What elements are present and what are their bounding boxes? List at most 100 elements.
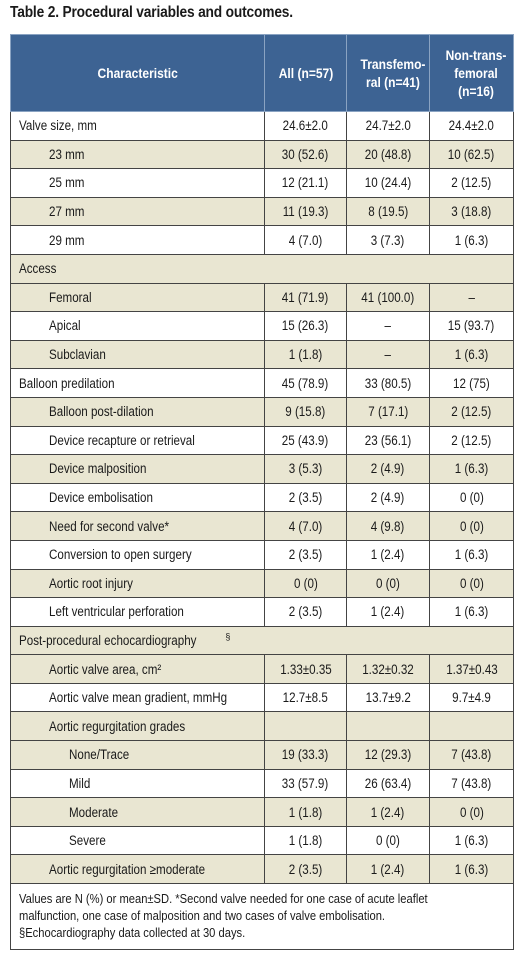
table-row: Aortic valve area, cm² 1.33±0.35 1.32±0.32… xyxy=(10,654,514,684)
header-all: All (n=57) xyxy=(264,34,347,112)
cell-transfemoral: 3 (7.3) xyxy=(346,225,430,255)
cell-all: 4 (7.0) xyxy=(264,511,347,541)
table-row: Conversion to open surgery 2 (3.5) 1 (2.4)… xyxy=(10,539,514,570)
cell-transfemoral: 0 (0) xyxy=(346,568,430,599)
cell-all: 3 (5.3) xyxy=(264,454,347,484)
cell-transfemoral: 7 (17.1) xyxy=(346,396,430,427)
cell-all: 45 (78.9) xyxy=(264,368,347,398)
cell-all: 2 (3.5) xyxy=(264,482,347,513)
row-label: Moderate xyxy=(10,797,265,827)
cell-all: 1 (1.8) xyxy=(264,339,347,370)
cell-non-transfemoral: 1 (6.3) xyxy=(429,854,514,885)
table-row: Balloon post-dilation 9 (15.8) 7 (17.1) 2 (… xyxy=(10,396,514,427)
table-row: 27 mm 11 (19.3) 8 (19.5) 3 (18.8) xyxy=(10,196,514,227)
cell-non-transfemoral: 1 (6.3) xyxy=(429,454,514,484)
cell-non-transfemoral: 3 (18.8) xyxy=(429,196,514,227)
cell-transfemoral: 23 (56.1) xyxy=(346,425,430,456)
row-label: Valve size, mm xyxy=(10,111,265,141)
cell-transfemoral: – xyxy=(346,311,430,341)
procedural-table: Characteristic All (n=57) Transfemo-ral … xyxy=(10,34,514,951)
cell-non-transfemoral: 0 (0) xyxy=(429,568,514,599)
table-row: 29 mm 4 (7.0) 3 (7.3) 1 (6.3) xyxy=(10,225,514,255)
cell-non-transfemoral: 24.4±2.0 xyxy=(429,111,514,141)
row-label: Post-procedural echocardiography § xyxy=(10,625,514,656)
table-row: Femoral 41 (71.9) 41 (100.0) – xyxy=(10,282,514,313)
cell-all: 12 (21.1) xyxy=(264,168,347,198)
table-row: 23 mm 30 (52.6) 20 (48.8) 10 (62.5) xyxy=(10,139,514,170)
cell-non-transfemoral xyxy=(429,711,514,742)
cell-non-transfemoral: 2 (12.5) xyxy=(429,168,514,198)
cell-non-transfemoral: 1 (6.3) xyxy=(429,539,514,570)
table-row: Need for second valve* 4 (7.0) 4 (9.8) 0 (0… xyxy=(10,511,514,541)
cell-transfemoral: 2 (4.9) xyxy=(346,482,430,513)
cell-all: 2 (3.5) xyxy=(264,539,347,570)
row-label: Aortic regurgitation ≥moderate xyxy=(10,854,265,885)
cell-non-transfemoral: 1 (6.3) xyxy=(429,597,514,627)
cell-non-transfemoral: 7 (43.8) xyxy=(429,768,514,799)
footnote-line: Values are N (%) or mean±SD. *Second val… xyxy=(19,891,428,907)
row-label: Conversion to open surgery xyxy=(10,539,265,570)
row-label: 27 mm xyxy=(10,196,265,227)
cell-transfemoral: 1.32±0.32 xyxy=(346,654,430,684)
cell-all: 1 (1.8) xyxy=(264,797,347,827)
cell-all: 2 (3.5) xyxy=(264,854,347,885)
table-row: Left ventricular perforation 2 (3.5) 1 (2.… xyxy=(10,597,514,627)
row-label: Device malposition xyxy=(10,454,265,484)
row-label: 23 mm xyxy=(10,139,265,170)
cell-non-transfemoral: 9.7±4.9 xyxy=(429,682,514,713)
row-label: Mild xyxy=(10,768,265,799)
row-label: Need for second valve* xyxy=(10,511,265,541)
cell-transfemoral: 41 (100.0) xyxy=(346,282,430,313)
cell-transfemoral: 4 (9.8) xyxy=(346,511,430,541)
table-row: Aortic root injury 0 (0) 0 (0) 0 (0) xyxy=(10,568,514,599)
cell-non-transfemoral: 2 (12.5) xyxy=(429,396,514,427)
cell-non-transfemoral: 10 (62.5) xyxy=(429,139,514,170)
table-row: Mild 33 (57.9) 26 (63.4) 7 (43.8) xyxy=(10,768,514,799)
cell-transfemoral: 0 (0) xyxy=(346,825,430,856)
cell-transfemoral: 8 (19.5) xyxy=(346,196,430,227)
cell-transfemoral: 1 (2.4) xyxy=(346,539,430,570)
cell-non-transfemoral: 15 (93.7) xyxy=(429,311,514,341)
table-row: Post-procedural echocardiography § xyxy=(10,625,514,656)
cell-all xyxy=(264,711,347,742)
row-label: Femoral xyxy=(10,282,265,313)
cell-all: 1 (1.8) xyxy=(264,825,347,856)
row-label: 29 mm xyxy=(10,225,265,255)
cell-non-transfemoral: 0 (0) xyxy=(429,797,514,827)
cell-non-transfemoral: 0 (0) xyxy=(429,482,514,513)
row-label: Device embolisation xyxy=(10,482,265,513)
cell-non-transfemoral: 0 (0) xyxy=(429,511,514,541)
cell-transfemoral: 24.7±2.0 xyxy=(346,111,430,141)
row-label: 25 mm xyxy=(10,168,265,198)
cell-non-transfemoral: 1 (6.3) xyxy=(429,825,514,856)
cell-all: 41 (71.9) xyxy=(264,282,347,313)
row-label: Access xyxy=(10,253,514,284)
row-label: Device recapture or retrieval xyxy=(10,425,265,456)
cell-all: 4 (7.0) xyxy=(264,225,347,255)
footnote-line: §Echocardiography data collected at 30 d… xyxy=(19,925,246,941)
cell-transfemoral: – xyxy=(346,339,430,370)
table-row: None/Trace 19 (33.3) 12 (29.3) 7 (43.8) xyxy=(10,740,514,770)
table-row: Apical 15 (26.3) –15 (93.7) xyxy=(10,311,514,341)
header-characteristic: Characteristic xyxy=(10,34,265,112)
cell-transfemoral: 33 (80.5) xyxy=(346,368,430,398)
row-label: Balloon predilation xyxy=(10,368,265,398)
table-row: 25 mm 12 (21.1) 10 (24.4) 2 (12.5) xyxy=(10,168,514,198)
row-label: Aortic valve area, cm² xyxy=(10,654,265,684)
cell-all: 25 (43.9) xyxy=(264,425,347,456)
row-label: None/Trace xyxy=(10,740,265,770)
table-row: Aortic regurgitation grades xyxy=(10,711,514,742)
cell-all: 24.6±2.0 xyxy=(264,111,347,141)
cell-non-transfemoral: 1.37±0.43 xyxy=(429,654,514,684)
header-non-transfemoral: Non-trans-femoral (n=16) xyxy=(429,34,514,112)
table-row: Aortic valve mean gradient, mmHg 12.7±8.5… xyxy=(10,682,514,713)
cell-transfemoral: 10 (24.4) xyxy=(346,168,430,198)
table-row: Aortic regurgitation ≥moderate 2 (3.5) 1 (… xyxy=(10,854,514,885)
table-row: Moderate 1 (1.8) 1 (2.4) 0 (0) xyxy=(10,797,514,827)
cell-all: 33 (57.9) xyxy=(264,768,347,799)
footnote-line: malfunction, one case of malposition and… xyxy=(19,908,386,924)
cell-transfemoral: 20 (48.8) xyxy=(346,139,430,170)
footnote-row: Values are N (%) or mean±SD. *Second val… xyxy=(10,883,514,951)
cell-all: 12.7±8.5 xyxy=(264,682,347,713)
table-row: Severe 1 (1.8) 0 (0) 1 (6.3) xyxy=(10,825,514,856)
